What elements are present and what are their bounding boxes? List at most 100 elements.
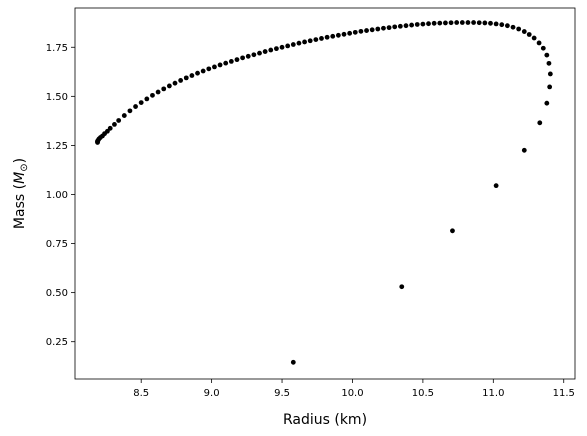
data-point — [521, 147, 527, 153]
data-point — [335, 32, 341, 38]
data-point — [399, 284, 405, 290]
y-axis-ticks: 0.25 0.50 0.75 1.00 1.25 1.50 1.75 — [46, 43, 75, 348]
data-point — [403, 23, 409, 29]
data-point — [443, 20, 448, 26]
y-tick-label: 0.25 — [46, 337, 68, 348]
data-point — [347, 30, 353, 36]
x-tick-label: 11.0 — [482, 388, 504, 399]
x-tick-label: 8.5 — [133, 388, 149, 399]
data-point — [426, 21, 431, 27]
y-tick-label: 1.50 — [46, 92, 68, 103]
data-point — [212, 64, 217, 70]
data-point — [178, 78, 184, 83]
data-point — [526, 32, 532, 37]
data-point — [375, 26, 381, 32]
data-point — [358, 28, 364, 34]
data-point — [499, 22, 505, 28]
y-tick-label: 0.50 — [46, 288, 68, 299]
y-tick-label: 1.75 — [46, 43, 68, 54]
data-point — [488, 20, 493, 26]
data-point — [352, 29, 358, 35]
data-point — [234, 57, 240, 63]
data-point — [206, 66, 212, 72]
data-point — [161, 86, 167, 92]
data-point — [504, 23, 510, 29]
data-point — [364, 28, 369, 33]
data-point — [476, 20, 482, 26]
data-point — [144, 96, 150, 102]
data-point — [386, 25, 392, 31]
data-point — [510, 24, 516, 30]
y-tick-label: 1.00 — [46, 190, 68, 201]
data-point — [290, 359, 296, 365]
data-point — [217, 62, 223, 68]
data-point — [397, 23, 403, 29]
scatter-series — [95, 20, 553, 365]
data-point — [450, 228, 455, 234]
data-point — [195, 70, 200, 76]
data-point — [268, 47, 274, 53]
data-point — [127, 108, 133, 114]
data-point — [537, 120, 543, 126]
data-point — [516, 26, 522, 32]
data-point — [290, 42, 296, 47]
data-point — [262, 49, 268, 54]
data-point — [240, 55, 246, 61]
x-tick-label: 9.5 — [274, 388, 290, 399]
data-point — [540, 45, 546, 51]
y-axis-label: Mass (M⊙) — [12, 158, 30, 229]
data-point — [116, 118, 122, 123]
y-tick-label: 0.75 — [46, 239, 68, 250]
data-point — [420, 21, 426, 27]
data-point — [547, 71, 553, 77]
data-point — [324, 34, 330, 40]
data-point — [465, 20, 471, 25]
data-point — [369, 27, 375, 33]
data-point — [493, 21, 499, 27]
x-axis-ticks: 8.5 9.0 9.5 10.0 10.5 11.0 11.5 — [133, 379, 575, 399]
data-point — [189, 73, 195, 78]
data-point — [536, 40, 542, 46]
data-point — [313, 37, 319, 42]
x-tick-label: 11.5 — [553, 388, 575, 399]
data-point — [251, 52, 257, 58]
data-point — [521, 29, 527, 34]
data-point — [437, 20, 443, 26]
data-point — [409, 22, 415, 28]
data-point — [546, 60, 552, 66]
data-point — [138, 100, 144, 106]
data-point — [285, 43, 291, 49]
data-point — [95, 140, 100, 145]
data-point — [228, 58, 234, 64]
data-point — [454, 20, 460, 25]
data-point — [133, 104, 138, 109]
data-point — [471, 20, 476, 25]
x-tick-label: 9.0 — [204, 388, 220, 399]
data-point — [531, 35, 537, 41]
y-tick-label: 1.25 — [46, 141, 68, 152]
data-point — [274, 46, 279, 52]
data-point — [482, 20, 488, 26]
data-point — [431, 20, 437, 26]
data-point — [392, 24, 398, 30]
data-point — [245, 53, 251, 59]
data-point — [200, 68, 206, 74]
data-point — [414, 22, 420, 27]
data-point — [493, 183, 499, 189]
data-point — [307, 38, 313, 44]
x-tick-label: 10.0 — [341, 388, 363, 399]
x-axis-label: Radius (km) — [283, 412, 367, 428]
data-point — [341, 31, 347, 37]
data-point — [448, 20, 454, 26]
data-point — [112, 122, 117, 127]
data-point — [330, 33, 336, 39]
data-point — [381, 25, 386, 31]
data-point — [166, 83, 172, 89]
data-point — [302, 39, 307, 45]
data-point — [223, 60, 229, 66]
data-point — [121, 113, 127, 118]
data-point — [544, 52, 550, 58]
data-point — [547, 84, 553, 90]
